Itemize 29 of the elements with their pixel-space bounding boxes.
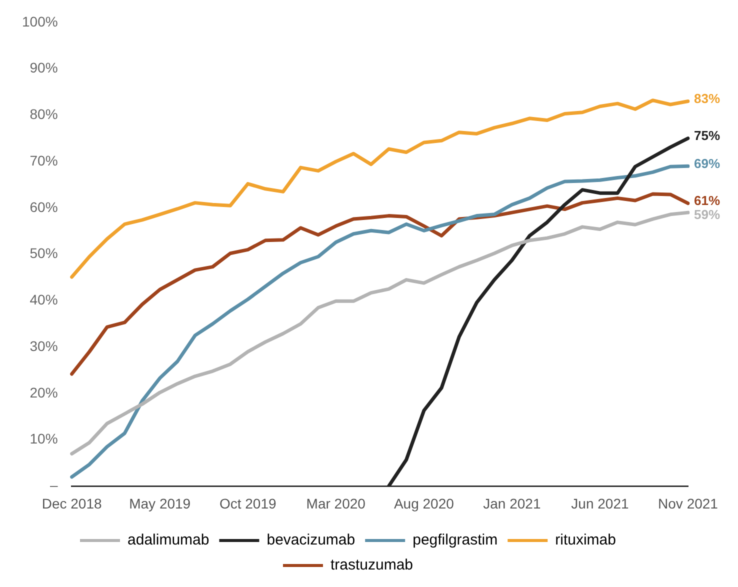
x-tick-label: Nov 2021 <box>658 495 718 512</box>
legend-label: trastuzumab <box>330 556 414 574</box>
y-tick-label: 30% <box>30 338 58 354</box>
x-tick-label: Oct 2019 <box>219 495 276 512</box>
y-tick-label: 20% <box>30 384 58 400</box>
y-tick-label: 70% <box>30 152 58 168</box>
x-tick-label: Aug 2020 <box>394 495 454 512</box>
y-tick-label: 10% <box>30 430 58 447</box>
data-label: 69% <box>694 156 720 171</box>
x-tick-label: Mar 2020 <box>306 495 366 512</box>
legend-label: rituximab <box>555 532 616 549</box>
data-label: 75% <box>694 128 720 143</box>
legend-label: pegfilgrastim <box>412 532 498 549</box>
data-label: 61% <box>694 192 720 208</box>
x-tick-label: Jun 2021 <box>571 495 629 512</box>
legend-label: bevacizumab <box>266 532 356 549</box>
y-tick-label: 40% <box>30 292 58 308</box>
legend-label: adalimumab <box>128 532 210 549</box>
x-tick-label: Jan 2021 <box>483 495 541 512</box>
y-tick-label: 90% <box>30 60 58 76</box>
y-tick-label: 80% <box>30 106 58 122</box>
y-tick-label: 60% <box>30 198 58 215</box>
data-label: 83% <box>694 90 720 106</box>
x-tick-label: May 2019 <box>129 495 191 512</box>
y-tick-label: 50% <box>30 245 58 262</box>
data-label: 59% <box>694 207 720 222</box>
x-tick-label: Dec 2018 <box>42 495 102 512</box>
y-tick-label: 100% <box>22 13 58 30</box>
y-tick-label: – <box>50 477 58 494</box>
